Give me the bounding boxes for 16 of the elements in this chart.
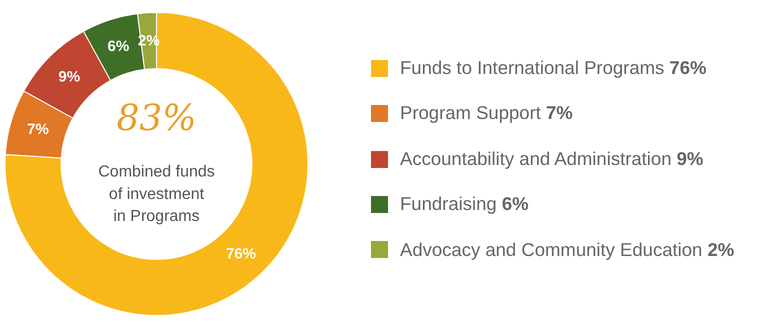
data-label: 9% xyxy=(58,68,80,86)
data-label: 6% xyxy=(108,38,130,56)
text: 6% xyxy=(502,193,529,214)
legend-label: Advocacy and Community Education xyxy=(400,238,702,260)
text: Combined funds of investment in Programs xyxy=(98,164,215,225)
text: 7% xyxy=(546,102,573,124)
text: 76% xyxy=(669,57,706,78)
legend-label: Fundraising xyxy=(400,193,497,214)
data-label: 7% xyxy=(27,121,49,138)
text: 2% xyxy=(707,238,734,260)
legend-label: Funds to International Programs xyxy=(400,57,664,78)
legend-label: Accountability and Administration xyxy=(400,148,672,169)
legend-label: Program Support xyxy=(400,102,541,124)
data-label: 76% xyxy=(226,245,256,262)
text: 83% xyxy=(116,98,197,140)
text: 9% xyxy=(676,148,704,169)
